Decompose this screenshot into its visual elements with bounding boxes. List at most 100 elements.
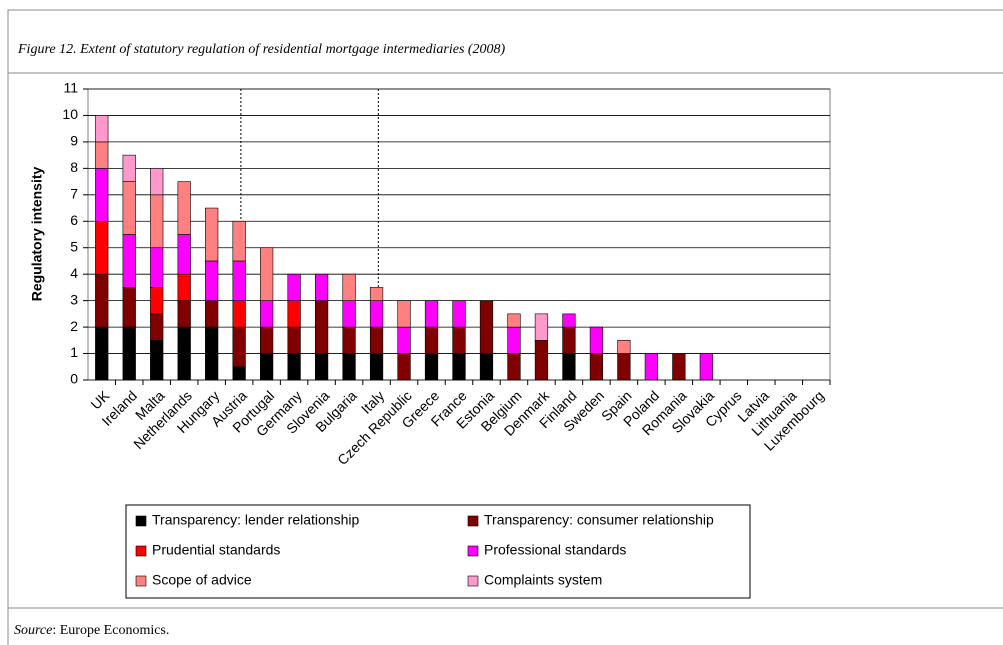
- bar-segment: [95, 273, 109, 328]
- bar-segment: [95, 168, 109, 222]
- bar-segment: [177, 300, 191, 328]
- bar-segment: [314, 300, 329, 354]
- bar-segment: [232, 326, 246, 368]
- bar-segment: [150, 313, 164, 341]
- bar-segment: [369, 353, 384, 381]
- bar-segment: [424, 353, 439, 381]
- bar-segment: [534, 313, 549, 341]
- bar-segment: [205, 207, 219, 262]
- bar-segment: [287, 273, 301, 301]
- bar-segment: [397, 300, 411, 328]
- bar-segment: [95, 326, 109, 381]
- bar-segment: [479, 353, 494, 381]
- bar-segment: [452, 326, 466, 354]
- legend-swatch: [467, 575, 479, 587]
- bar-segment: [122, 326, 136, 381]
- legend-box: [125, 504, 751, 599]
- legend-label: Prudential standards: [152, 542, 280, 558]
- bar-segment: [369, 326, 384, 354]
- bar-segment: [562, 326, 576, 354]
- bar-segment: [260, 326, 274, 354]
- bar-segment: [287, 300, 301, 328]
- legend-label: Transparency: consumer relationship: [484, 512, 714, 528]
- bar-segment: [150, 287, 164, 315]
- bar-segment: [260, 247, 274, 301]
- y-axis-label: Regulatory intensity: [29, 167, 45, 302]
- bar-segment: [342, 326, 356, 354]
- y-tick-label: 8: [70, 159, 78, 175]
- y-tick-label: 4: [70, 265, 78, 281]
- bar-segment: [177, 234, 191, 275]
- legend-swatch: [467, 545, 479, 557]
- legend-swatch: [135, 575, 147, 587]
- chart-title: Figure 12. Extent of statutory regulatio…: [17, 42, 506, 57]
- bar-segment: [342, 300, 356, 328]
- bar-segment: [205, 326, 219, 381]
- bar-segment: [287, 326, 301, 354]
- legend-label: Scope of advice: [152, 572, 252, 588]
- bar-segment: [672, 353, 686, 381]
- y-tick-label: 10: [62, 106, 78, 122]
- bar-segment: [150, 194, 164, 249]
- bar-segment: [534, 340, 549, 381]
- y-tick-label: 1: [70, 344, 78, 360]
- bar-segment: [644, 353, 658, 381]
- bar-segment: [122, 287, 136, 328]
- bar-segment: [369, 287, 384, 301]
- legend-swatch: [135, 545, 147, 557]
- y-tick-label: 6: [70, 212, 78, 228]
- y-tick-label: 7: [70, 186, 78, 202]
- legend-swatch: [467, 515, 479, 527]
- legend-label: Complaints system: [484, 572, 602, 588]
- bar-segment: [122, 154, 136, 182]
- bar-segment: [232, 300, 246, 328]
- bar-segment: [589, 353, 604, 381]
- bar-segment: [562, 353, 576, 381]
- y-tick-label: 5: [70, 238, 78, 254]
- y-tick-label: 2: [70, 318, 78, 334]
- source-label: Source: [14, 623, 52, 638]
- bar-segment: [314, 273, 329, 301]
- legend-label: Professional standards: [484, 542, 626, 558]
- bar-segment: [507, 326, 521, 354]
- bar-segment: [369, 300, 384, 328]
- bar-segment: [150, 340, 164, 381]
- bar-segment: [342, 353, 356, 381]
- bar-segment: [424, 326, 439, 354]
- bar-segment: [507, 353, 521, 381]
- y-tick-label: 11: [63, 80, 78, 96]
- bar-segment: [397, 326, 411, 354]
- bar-segment: [342, 273, 356, 301]
- bar-segment: [314, 353, 329, 381]
- bar-segment: [617, 353, 631, 381]
- bar-segment: [177, 181, 191, 235]
- bar-segment: [479, 300, 494, 354]
- legend-label: Transparency: lender relationship: [152, 512, 359, 528]
- legend-swatch: [135, 515, 147, 527]
- bar-segment: [205, 300, 219, 328]
- bar-segment: [287, 353, 301, 381]
- bar-segment: [424, 300, 439, 328]
- bar-segment: [122, 181, 136, 235]
- source: Source: Europe Economics.: [14, 623, 169, 638]
- frame: [7, 9, 1003, 645]
- bar-segment: [452, 300, 466, 328]
- bar-segment: [95, 220, 109, 275]
- bar-segment: [150, 247, 164, 288]
- bar-segment: [397, 353, 411, 381]
- bar-segment: [232, 366, 246, 381]
- bar-segment: [232, 260, 246, 301]
- bar-segment: [699, 353, 713, 381]
- y-tick-label: 0: [70, 371, 78, 387]
- bar-segment: [589, 326, 604, 354]
- bar-segment: [177, 273, 191, 301]
- bar-segment: [260, 353, 274, 381]
- bar-segment: [122, 234, 136, 288]
- bar-segment: [617, 340, 631, 354]
- bar-segment: [95, 141, 109, 169]
- bar-segment: [562, 313, 576, 328]
- bar-segment: [95, 115, 109, 143]
- source-text: : Europe Economics.: [52, 623, 169, 638]
